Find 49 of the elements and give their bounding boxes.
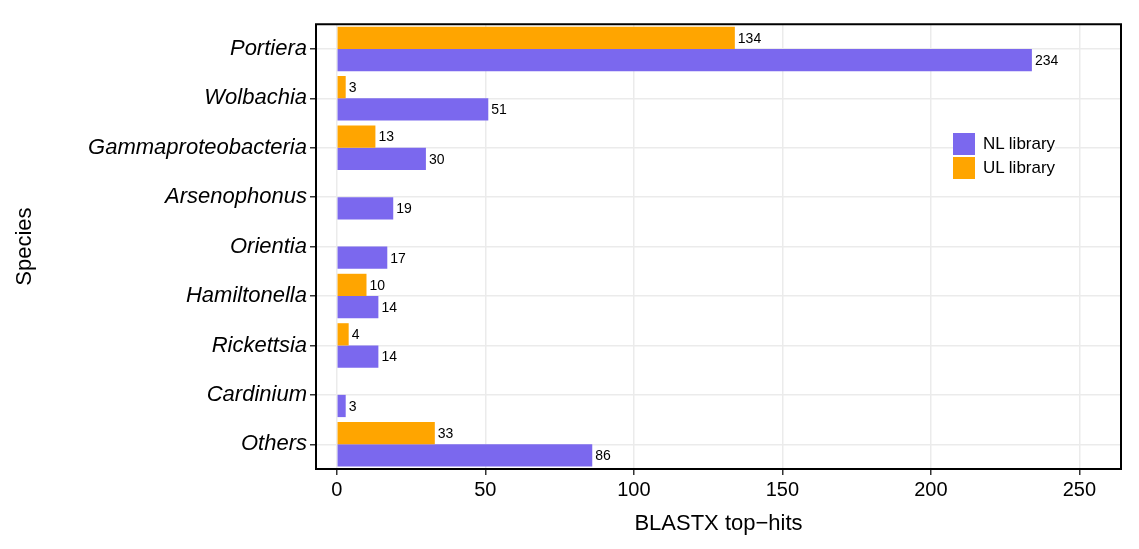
- x-tick-label: 250: [1062, 477, 1097, 500]
- bar: [337, 394, 346, 418]
- x-tick-label: 50: [474, 477, 497, 500]
- bar: [337, 197, 394, 220]
- bar: [337, 48, 1032, 72]
- x-tick-label: 150: [765, 477, 800, 500]
- bar: [337, 76, 346, 99]
- bar: [337, 98, 489, 121]
- y-tick-label: Cardinium: [206, 380, 307, 406]
- y-tick-label: Wolbachia: [204, 84, 307, 110]
- data-label: 14: [381, 299, 398, 315]
- bar: [337, 147, 426, 170]
- y-tick-label: Arsenophonus: [163, 183, 307, 209]
- legend-label: UL library: [983, 158, 1056, 178]
- legend-label: NL library: [983, 134, 1056, 154]
- data-label: 33: [437, 425, 454, 442]
- data-label: 14: [381, 348, 398, 365]
- data-label: 30: [428, 150, 445, 167]
- y-tick-label: Rickettsia: [211, 331, 307, 357]
- data-label: 86: [595, 447, 612, 464]
- bar: [337, 246, 388, 269]
- bar: [337, 345, 379, 368]
- data-label: 3: [348, 79, 357, 96]
- x-tick-label: 100: [617, 477, 651, 500]
- data-label: 4: [351, 326, 360, 343]
- y-tick-label: Gammaproteobacteria: [88, 133, 307, 159]
- x-axis-title: BLASTX top−hits: [634, 509, 803, 535]
- y-tick-label: Hamiltonella: [185, 282, 307, 308]
- y-axis-title: Species: [11, 207, 37, 286]
- bar: [337, 296, 379, 319]
- y-tick-label: Others: [240, 430, 307, 456]
- data-label: 17: [390, 249, 407, 266]
- bar: [337, 125, 376, 148]
- bar: [337, 273, 367, 297]
- bar: [337, 422, 435, 445]
- data-label: 13: [378, 128, 395, 145]
- bar: [337, 323, 349, 346]
- data-label: 234: [1034, 51, 1059, 68]
- data-label: 3: [348, 397, 357, 414]
- bar: [337, 26, 735, 49]
- x-tick-label: 200: [914, 477, 948, 500]
- data-label: 134: [737, 29, 762, 46]
- y-tick-label: Orientia: [229, 232, 307, 258]
- bar: [337, 444, 593, 467]
- data-label: 51: [491, 101, 508, 118]
- y-tick-label: Portiera: [229, 35, 307, 61]
- x-tick-label: 0: [331, 477, 343, 500]
- data-label: 19: [396, 200, 413, 217]
- data-label: 10: [369, 276, 386, 293]
